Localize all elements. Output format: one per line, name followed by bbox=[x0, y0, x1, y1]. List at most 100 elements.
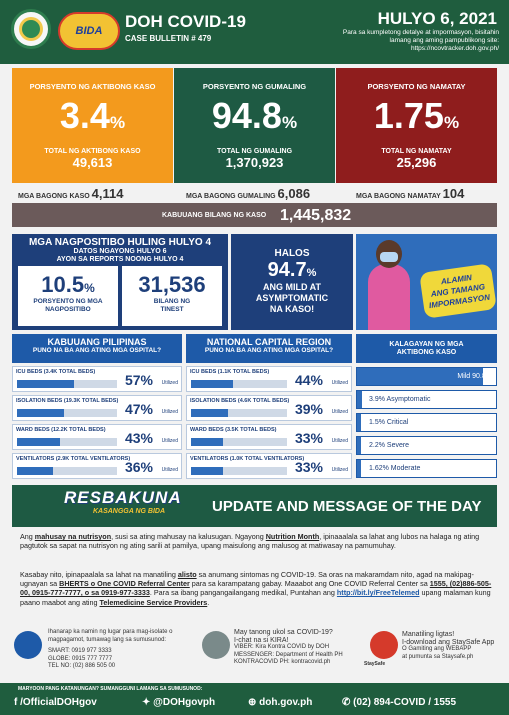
update-banner: RESBAKUNA KASANGGA NG BIDA UPDATE AND ME… bbox=[12, 485, 497, 527]
positivity-title: MGA NAGPOSITIBO HULING HULYO 4 bbox=[28, 237, 212, 248]
bed-utilized: Utilized bbox=[161, 409, 178, 415]
mild-asymptomatic-panel: HALOS 94.7% ANG MILD AT ASYMPTOMATIC NA … bbox=[231, 234, 353, 330]
person-illustration bbox=[368, 264, 410, 330]
telemed-link[interactable]: http://bit.ly/FreeTelemed bbox=[336, 588, 420, 598]
phone-icon: ✆ bbox=[342, 697, 351, 708]
bed-label: ICU BEDS (3.4K TOTAL BEDS) bbox=[16, 369, 96, 375]
card-sub: TOTAL NG NAMATAY bbox=[381, 148, 452, 155]
bed-utilized: Utilized bbox=[161, 467, 178, 473]
referral-center-icon bbox=[14, 631, 42, 659]
website-link[interactable]: ⊕ doh.gov.ph bbox=[248, 697, 313, 708]
bed-label: ICU BEDS (1.1K TOTAL BEDS) bbox=[190, 369, 270, 375]
card-title: PORSYENTO NG GUMALING bbox=[202, 82, 307, 91]
active-cases-card: PORSYENTO NG AKTIBONG KASO 3.4% TOTAL NG… bbox=[12, 68, 173, 183]
bed-utilized: Utilized bbox=[331, 380, 348, 386]
bed-utilized: Utilized bbox=[331, 438, 348, 444]
card-percent: 1.75% bbox=[373, 95, 460, 136]
ncr-hospital-panel: NATIONAL CAPITAL REGION PUNO NA BA ANG AT… bbox=[186, 334, 352, 479]
status-label: 1.5% Critical bbox=[369, 419, 409, 426]
bed-bar bbox=[191, 467, 287, 475]
bed-utilized: Utilized bbox=[161, 438, 178, 444]
new-deaths: MGA BAGONG NAMATAY 104 bbox=[356, 186, 465, 201]
tested-box: 31,536 BILANG NG TINEST bbox=[122, 266, 222, 326]
bed-bar bbox=[191, 409, 287, 417]
twitter-icon: ✦ bbox=[142, 697, 151, 708]
bed-percent: 36% bbox=[124, 459, 153, 475]
globe-icon: ⊕ bbox=[248, 697, 257, 708]
card-title: PORSYENTO NG AKTIBONG KASO bbox=[29, 82, 156, 91]
bed-bar-fill bbox=[191, 467, 223, 475]
bed-row: ICU BEDS (1.1K TOTAL BEDS) 44% Utilized bbox=[186, 366, 352, 392]
status-bar-fill bbox=[357, 368, 484, 385]
bed-label: VENTILATORS (2.9K TOTAL VENTILATORS) bbox=[16, 456, 131, 462]
bed-label: WARD BEDS (3.5K TOTAL BEDS) bbox=[190, 427, 277, 433]
bed-bar-fill bbox=[17, 467, 53, 475]
bed-label: VENTILATORS (1.0K TOTAL VENTILATORS) bbox=[190, 456, 305, 462]
info-sign: ALAMIN ANG TAMANG IMPORMASYON bbox=[419, 263, 497, 319]
card-count: 25,296 bbox=[396, 155, 437, 170]
bed-bar bbox=[191, 380, 287, 388]
positivity-panel: MGA NAGPOSITIBO HULING HULYO 4 DATOS NGA… bbox=[12, 234, 228, 330]
case-status-panel: KALAGAYAN NG MGA AKTIBONG KASO Mild 90.8%… bbox=[356, 334, 497, 478]
case-status-item: 2.2% Severe bbox=[356, 436, 497, 455]
bed-bar bbox=[17, 380, 117, 388]
staysafe-logo-icon bbox=[370, 631, 398, 659]
total-cases-bar: KABUUANG BILANG NG KASO 1,445,832 bbox=[12, 203, 497, 227]
card-sub: TOTAL NG AKTIBONG KASO bbox=[44, 148, 141, 155]
kira-chat-contacts: May tanong ukol sa COVID-19? I-chat na si… bbox=[200, 627, 360, 683]
bed-row: ISOLATION BEDS (19.3K TOTAL BEDS) 47% Util… bbox=[12, 395, 182, 421]
facebook-icon: f bbox=[14, 697, 18, 708]
status-bar-fill bbox=[357, 414, 362, 431]
bed-row: WARD BEDS (3.5K TOTAL BEDS) 33% Utilized bbox=[186, 424, 352, 450]
deaths-card: PORSYENTO NG NAMATAY 1.75% TOTAL NG NAMA… bbox=[336, 68, 497, 183]
bed-utilized: Utilized bbox=[161, 380, 178, 386]
new-recoveries: MGA BAGONG GUMALING 6,086 bbox=[186, 186, 311, 201]
status-bar-fill bbox=[357, 437, 362, 454]
bed-row: ISOLATION BEDS (4.6K TOTAL BEDS) 39% Utili… bbox=[186, 395, 352, 421]
bed-row: VENTILATORS (1.0K TOTAL VENTILATORS) 33% U… bbox=[186, 453, 352, 479]
bed-bar bbox=[17, 409, 117, 417]
status-label: 3.9% Asymptomatic bbox=[369, 396, 431, 403]
bulletin-number: CASE BULLETIN # 479 bbox=[125, 34, 212, 43]
bed-percent: 57% bbox=[124, 372, 153, 388]
bed-bar-fill bbox=[17, 409, 64, 417]
doh-seal-logo bbox=[11, 9, 51, 49]
footer-bar: MARYOON PANG KATANUNGAN? SUMANGGUNI LAMA… bbox=[0, 683, 509, 715]
bed-bar-fill bbox=[17, 380, 74, 388]
ph-hospital-panel: KABUUANG PILIPINAS PUNO NA BA ANG ATING M… bbox=[12, 334, 182, 479]
status-label: 1.62% Moderate bbox=[369, 465, 421, 472]
bed-utilized: Utilized bbox=[331, 467, 348, 473]
card-title: PORSYENTO NG NAMATAY bbox=[367, 82, 466, 91]
phone-hotline[interactable]: ✆ (02) 894-COVID / 1555 bbox=[342, 697, 456, 708]
status-bar-fill bbox=[357, 391, 363, 408]
case-status-item: Mild 90.8% bbox=[356, 367, 497, 386]
bed-percent: 44% bbox=[294, 372, 323, 388]
hotline-contacts: Ihanarap ka namin ng lugar para mag-isol… bbox=[14, 627, 184, 683]
staysafe-app: StaySafe Manatiling ligtas! I-download an… bbox=[364, 631, 495, 667]
card-count: 1,370,923 bbox=[225, 155, 284, 170]
facebook-link[interactable]: f /OfficialDOHgov bbox=[14, 697, 97, 708]
bed-label: WARD BEDS (12.2K TOTAL BEDS) bbox=[16, 427, 106, 433]
twitter-link[interactable]: ✦ @DOHgovph bbox=[142, 697, 216, 708]
face-mask-icon bbox=[380, 252, 398, 262]
card-percent: 3.4% bbox=[59, 95, 126, 136]
bed-bar-fill bbox=[191, 380, 234, 388]
bed-percent: 47% bbox=[124, 401, 153, 417]
bed-bar-fill bbox=[191, 438, 223, 446]
positivity-sub1: DATOS NGAYONG HULYO 6 bbox=[73, 248, 167, 255]
status-label: 2.2% Severe bbox=[369, 442, 410, 449]
bed-row: WARD BEDS (12.2K TOTAL BEDS) 43% Utilized bbox=[12, 424, 182, 450]
bed-utilized: Utilized bbox=[331, 409, 348, 415]
card-count: 49,613 bbox=[72, 155, 113, 170]
bulletin-date: HULYO 6, 2021 bbox=[377, 9, 497, 28]
positivity-sub2: AYON SA REPORTS NOONG HULYO 4 bbox=[56, 256, 184, 263]
positivity-rate-box: 10.5% PORSYENTO NG MGA NAGPOSITIBO bbox=[18, 266, 118, 326]
bed-label: ISOLATION BEDS (19.3K TOTAL BEDS) bbox=[16, 398, 119, 404]
recovered-card: PORSYENTO NG GUMALING 94.8% TOTAL NG GUM… bbox=[174, 68, 335, 183]
bida-logo: BIDA bbox=[58, 12, 120, 50]
card-percent: 94.8% bbox=[211, 95, 298, 136]
bed-bar bbox=[191, 438, 287, 446]
bed-bar bbox=[17, 438, 117, 446]
bed-percent: 33% bbox=[294, 430, 323, 446]
bed-bar bbox=[17, 467, 117, 475]
